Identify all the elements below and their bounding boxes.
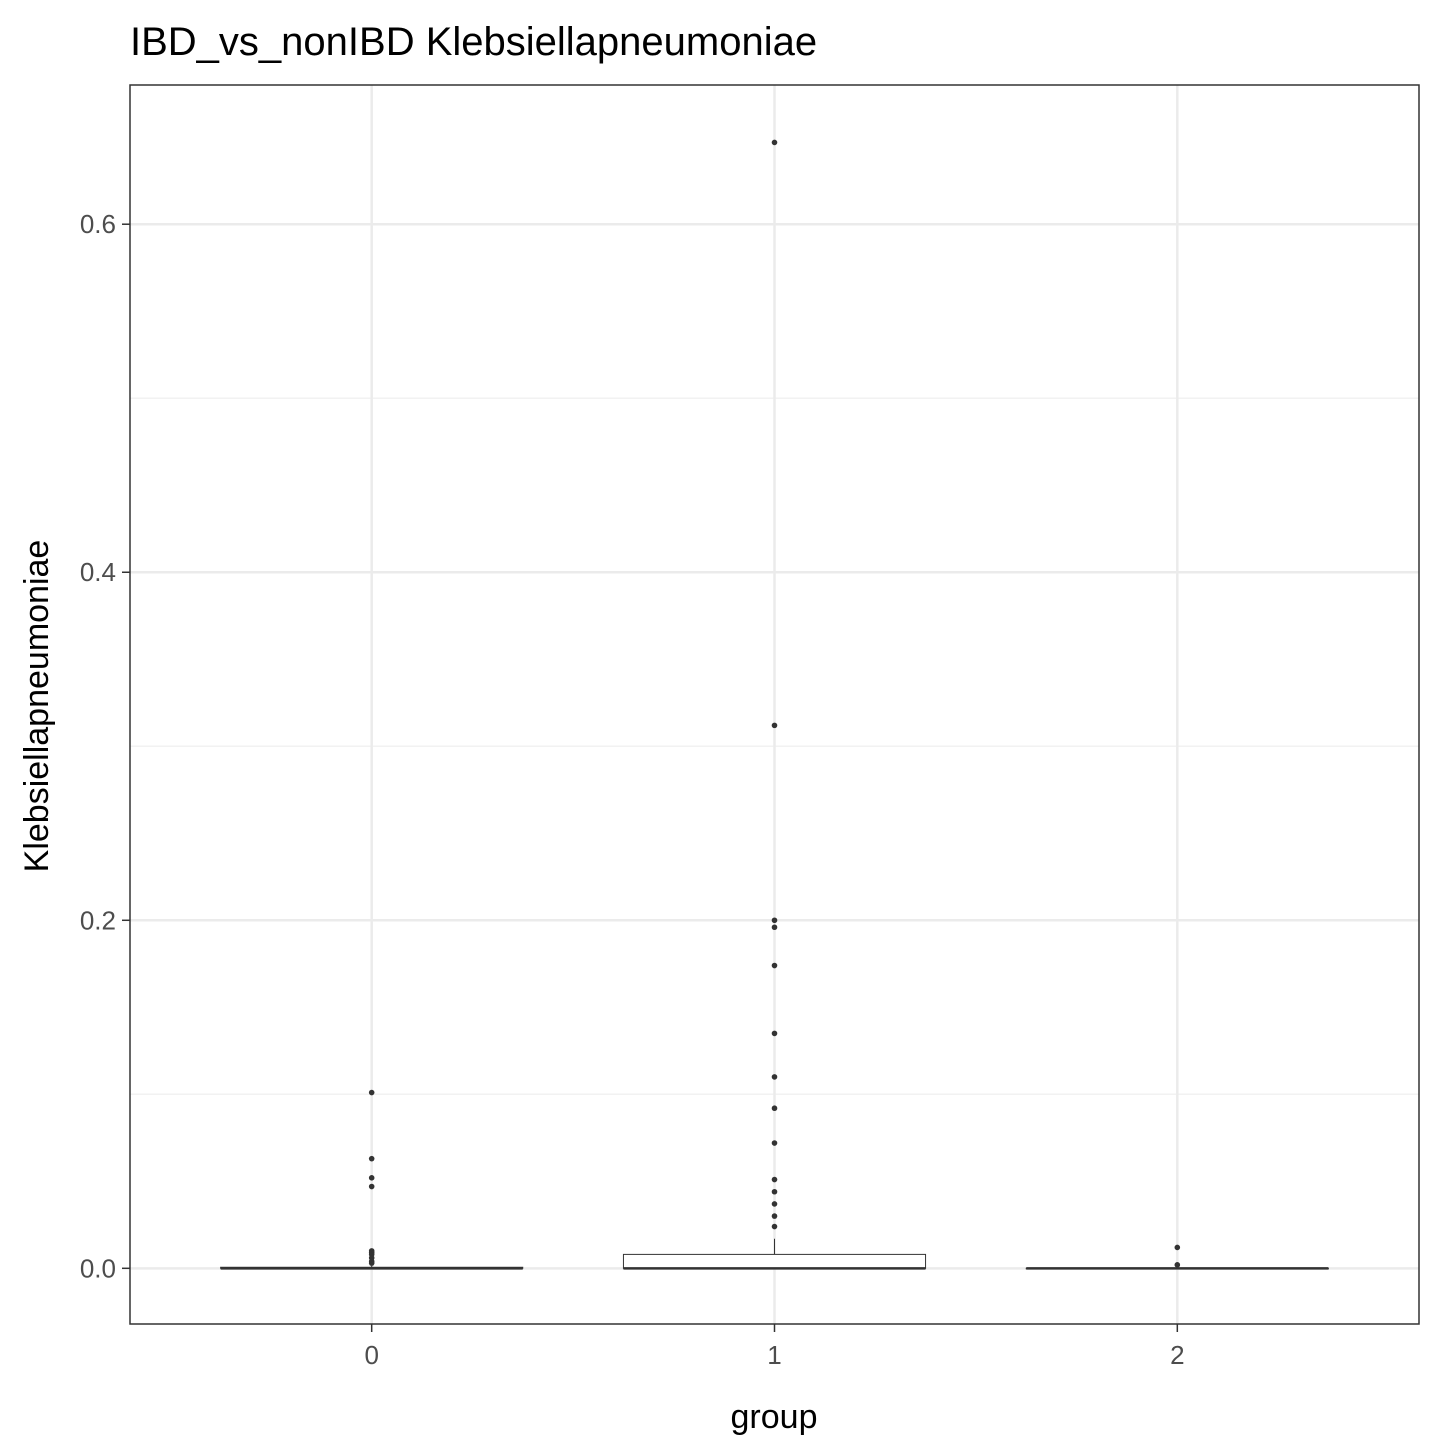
outlier-point: [771, 1201, 778, 1207]
x-tick-label: 1: [767, 1340, 781, 1370]
box-layer: [220, 1238, 1329, 1270]
outlier-point: [771, 1223, 778, 1230]
y-tick-label: 0.2: [80, 905, 116, 935]
outlier-point: [771, 917, 778, 924]
outlier-point: [771, 1176, 778, 1183]
y-axis: 0.0 0.2 0.4 0.6: [80, 209, 130, 1283]
outlier-point: [771, 139, 778, 146]
x-axis-title: group: [731, 1398, 818, 1436]
outlier-point: [771, 1074, 778, 1080]
x-axis: 0 1 2: [364, 1324, 1185, 1370]
outlier-point: [771, 1188, 778, 1195]
box-body: [622, 1253, 927, 1269]
outlier-point: [368, 1089, 375, 1096]
outlier-point: [771, 722, 778, 729]
outlier-point: [771, 924, 778, 931]
y-tick-label: 0.6: [80, 209, 116, 239]
outlier-point: [368, 1183, 375, 1190]
x-tick-label: 0: [364, 1340, 378, 1370]
outlier-point: [1174, 1262, 1181, 1268]
outlier-point: [771, 1213, 778, 1219]
outlier-point: [771, 1030, 778, 1037]
outlier-point: [368, 1155, 375, 1162]
outlier-point: [771, 1140, 778, 1146]
outlier-point: [1174, 1244, 1181, 1251]
outlier-point: [368, 1175, 375, 1181]
outlier-point: [771, 1105, 778, 1112]
outlier-point: [368, 1260, 375, 1266]
grid-lines: [130, 85, 1419, 1324]
chart-title: IBD_vs_nonIBD Klebsiellapneumoniae: [130, 20, 817, 64]
y-tick-label: 0.0: [80, 1253, 116, 1283]
outlier-layer: [368, 139, 1181, 1268]
x-tick-label: 2: [1170, 1340, 1184, 1370]
y-tick-label: 0.4: [80, 557, 116, 587]
outlier-point: [771, 962, 778, 969]
y-axis-title: Klebsiellapneumoniae: [18, 540, 56, 873]
